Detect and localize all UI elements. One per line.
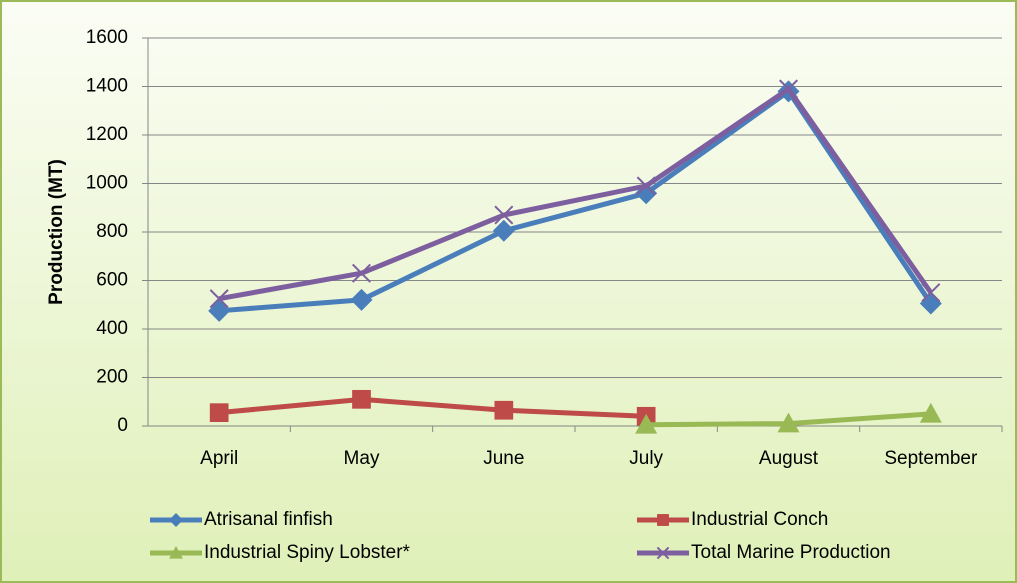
legend-label: Industrial Conch bbox=[691, 509, 828, 530]
marker bbox=[777, 412, 800, 433]
legend-label: Total Marine Production bbox=[691, 542, 891, 563]
y-tick-label: 1600 bbox=[86, 27, 128, 48]
marker bbox=[169, 513, 183, 527]
y-axis-label: Production (MT) bbox=[46, 159, 67, 305]
marker bbox=[350, 288, 373, 311]
y-tick-label: 1400 bbox=[86, 76, 128, 97]
marker bbox=[656, 546, 670, 560]
marker bbox=[635, 413, 658, 434]
y-tick-label: 1000 bbox=[86, 173, 128, 194]
y-tick-label: 0 bbox=[117, 415, 128, 436]
marker bbox=[919, 402, 942, 423]
marker bbox=[921, 283, 941, 303]
series-line bbox=[218, 396, 647, 419]
x-tick-label: April bbox=[200, 448, 238, 469]
x-tick-label: September bbox=[884, 448, 978, 469]
marker bbox=[169, 546, 183, 559]
y-tick-label: 800 bbox=[96, 221, 128, 242]
marker bbox=[209, 289, 229, 309]
marker bbox=[351, 263, 372, 283]
legend-label: Industrial Spiny Lobster* bbox=[204, 542, 411, 563]
marker bbox=[636, 176, 656, 196]
y-tick-label: 200 bbox=[96, 367, 128, 388]
marker bbox=[778, 79, 799, 99]
marker bbox=[494, 400, 514, 420]
series-line bbox=[218, 86, 933, 302]
x-tick-label: May bbox=[344, 448, 380, 469]
marker bbox=[352, 389, 371, 409]
y-tick-label: 400 bbox=[96, 318, 128, 339]
marker bbox=[494, 205, 514, 225]
x-tick-label: July bbox=[629, 448, 663, 469]
legend-label: Atrisanal finfish bbox=[204, 509, 333, 530]
x-tick-label: June bbox=[483, 448, 524, 469]
y-tick-label: 600 bbox=[96, 270, 128, 291]
marker bbox=[209, 403, 229, 423]
marker bbox=[657, 514, 669, 526]
y-tick-label: 1200 bbox=[86, 124, 128, 145]
x-tick-label: August bbox=[759, 448, 819, 469]
marker bbox=[492, 219, 515, 242]
